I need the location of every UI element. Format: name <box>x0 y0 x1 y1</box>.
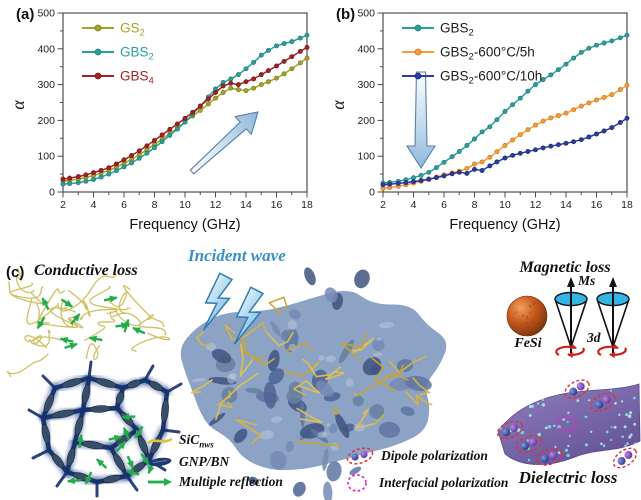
svg-text:100: 100 <box>357 151 375 163</box>
dipole-polarization-marker <box>496 420 524 440</box>
svg-text:400: 400 <box>357 43 375 55</box>
dielectric-sheet <box>497 383 641 465</box>
sic-nanowire-icon <box>147 437 173 444</box>
svg-text:4: 4 <box>411 199 417 211</box>
legend-label: Dipole polarization <box>381 448 488 463</box>
sic-nanowire-legend-item: SiCnws <box>146 432 283 450</box>
legend-label: GNP/BN <box>179 453 230 469</box>
svg-text:0: 0 <box>49 187 55 199</box>
series-GBS4 <box>60 44 310 182</box>
svg-text:GBS4: GBS4 <box>120 69 154 87</box>
svg-text:GBS2-600°C/10h: GBS2-600°C/10h <box>440 69 542 87</box>
axes: 2 4 6 8 10 12 14 16 18 0 100 200 300 400 500 Frequency … <box>8 8 313 234</box>
svg-text:400: 400 <box>37 43 55 55</box>
annotation-arrow <box>405 71 437 170</box>
gnp-bn-flake-icon <box>148 457 172 466</box>
svg-text:12: 12 <box>530 199 542 211</box>
magnetic-loss-group <box>506 277 630 359</box>
series-GBS2 <box>60 32 310 187</box>
spin-precession-cone <box>596 277 630 359</box>
y-axis-label: α <box>8 100 28 110</box>
series-GBS2-600C10h <box>380 115 630 188</box>
svg-text:6: 6 <box>441 199 447 211</box>
chart-legend: GBS2 GBS2-600°C/5h GBS2-600°C/10h <box>402 21 542 87</box>
svg-text:300: 300 <box>37 79 55 91</box>
dielectric-loss-group <box>496 379 641 469</box>
dipole-polarization-icon <box>346 447 374 465</box>
schematic-legend-left: SiCnws GNP/BN Multiple reflection <box>146 432 283 494</box>
lightning-bolt-icon <box>233 286 265 345</box>
chart-legend: GS2 GBS2 GBS4 <box>82 21 154 87</box>
svg-text:4: 4 <box>91 199 97 211</box>
svg-text:8: 8 <box>472 199 478 211</box>
svg-text:10: 10 <box>499 199 511 211</box>
svg-text:8: 8 <box>152 199 158 211</box>
panel-c-label: (c) <box>6 264 25 281</box>
sic-nanowire-network <box>6 267 171 378</box>
panel-b-label: (b) <box>336 6 356 23</box>
dipole-polarization-marker <box>612 447 638 469</box>
svg-text:2: 2 <box>60 199 66 211</box>
svg-text:GBS2: GBS2 <box>120 45 154 63</box>
svg-text:300: 300 <box>357 79 375 91</box>
dipole-polarization-marker <box>590 392 616 412</box>
svg-text:200: 200 <box>37 115 55 127</box>
spin-precession-cone <box>554 277 588 359</box>
dipole-polarization-marker <box>564 379 590 399</box>
y-axis-label: α <box>328 100 348 110</box>
svg-text:14: 14 <box>560 199 572 211</box>
interfacial-polarization-legend-item: Interfacial polarization <box>344 473 508 493</box>
legend-label: Interfacial polarization <box>379 475 509 490</box>
interfacial-polarization-marker <box>557 415 577 433</box>
axes: 2 4 6 8 10 12 14 16 18 0 100 200 300 400 500 Frequency … <box>328 8 633 234</box>
panel-a-chart: 2 4 6 8 10 12 14 16 18 0 100 200 300 400 500 Frequency … <box>8 8 313 234</box>
gnp-bn-network <box>27 360 183 498</box>
svg-text:GS2: GS2 <box>120 21 145 39</box>
schematic-canvas <box>6 267 641 500</box>
annotation-arrow <box>189 111 259 175</box>
multiple-reflection-arrow-icon <box>148 477 172 486</box>
svg-text:12: 12 <box>210 199 222 211</box>
svg-text:100: 100 <box>37 151 55 163</box>
legend-label: Multiple reflection <box>179 473 283 489</box>
multiple-reflection-arrow-legend-item: Multiple reflection <box>146 474 283 490</box>
svg-text:6: 6 <box>121 199 127 211</box>
schematic-legend-right: Dipole polarization Interfacial polarizat… <box>344 446 508 500</box>
svg-text:18: 18 <box>301 199 313 211</box>
svg-text:2: 2 <box>380 199 386 211</box>
svg-text:0: 0 <box>369 187 375 199</box>
svg-text:16: 16 <box>271 199 283 211</box>
svg-text:GBS2: GBS2 <box>440 21 474 39</box>
svg-text:500: 500 <box>37 8 55 20</box>
svg-text:14: 14 <box>240 199 252 211</box>
panel-b-chart: 2 4 6 8 10 12 14 16 18 0 100 200 300 400 500 Frequency … <box>328 8 633 234</box>
x-axis-label: Frequency (GHz) <box>129 217 240 233</box>
svg-text:500: 500 <box>357 8 375 20</box>
dipole-polarization-marker <box>535 448 563 466</box>
svg-text:16: 16 <box>591 199 603 211</box>
svg-text:GBS2-600°C/5h: GBS2-600°C/5h <box>440 45 535 63</box>
interfacial-polarization-icon <box>347 474 367 492</box>
panel-a-label: (a) <box>16 6 35 23</box>
svg-text:10: 10 <box>179 199 191 211</box>
lightning-bolt-icon <box>202 272 234 331</box>
series-GBS2 <box>380 32 630 186</box>
dipole-polarization-marker <box>515 434 543 454</box>
porous-scaffold <box>180 267 447 500</box>
legend-label: SiCnws <box>179 432 214 450</box>
gnp-bn-flake-legend-item: GNP/BN <box>146 454 283 470</box>
dipole-polarization-legend-item: Dipole polarization <box>344 446 508 466</box>
svg-text:200: 200 <box>357 115 375 127</box>
x-axis-label: Frequency (GHz) <box>449 217 560 233</box>
svg-text:18: 18 <box>621 199 633 211</box>
